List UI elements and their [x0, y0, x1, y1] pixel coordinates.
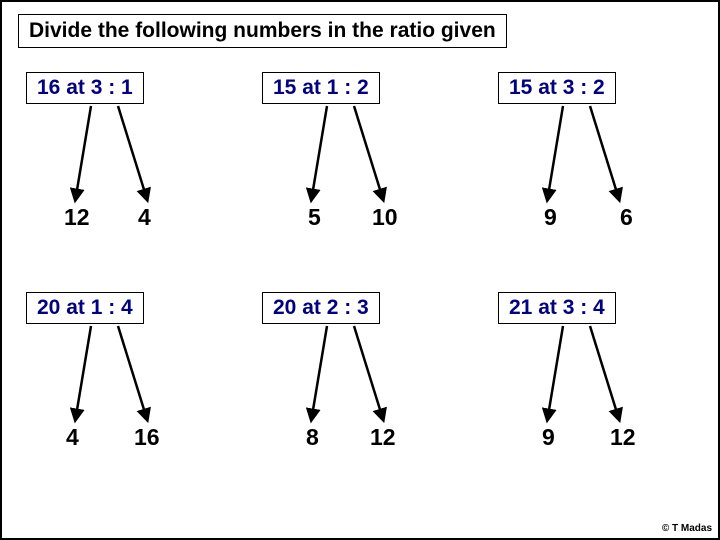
- answer-left: 8: [306, 424, 319, 451]
- split-arrows-icon: [262, 292, 422, 432]
- answer-left: 12: [64, 204, 90, 231]
- problem-5: 20 at 2 : 3 8 12: [262, 292, 458, 472]
- problem-grid: 16 at 3 : 1 12 4 15 at 1 : 2 5 10 15 at …: [18, 72, 702, 472]
- answer-right: 6: [620, 204, 633, 231]
- copyright-text: © T Madas: [662, 523, 712, 534]
- split-arrows-icon: [262, 72, 422, 212]
- problem-4: 20 at 1 : 4 4 16: [26, 292, 222, 472]
- page-title: Divide the following numbers in the rati…: [18, 14, 507, 48]
- answer-left: 5: [308, 204, 321, 231]
- answer-right: 12: [370, 424, 396, 451]
- problem-1: 16 at 3 : 1 12 4: [26, 72, 222, 252]
- split-arrows-icon: [498, 72, 658, 212]
- problem-6: 21 at 3 : 4 9 12: [498, 292, 694, 472]
- answer-right: 16: [134, 424, 160, 451]
- answer-right: 4: [138, 204, 151, 231]
- answer-left: 9: [544, 204, 557, 231]
- split-arrows-icon: [498, 292, 658, 432]
- problem-2: 15 at 1 : 2 5 10: [262, 72, 458, 252]
- split-arrows-icon: [26, 72, 186, 212]
- split-arrows-icon: [26, 292, 186, 432]
- answer-left: 4: [66, 424, 79, 451]
- problem-3: 15 at 3 : 2 9 6: [498, 72, 694, 252]
- answer-left: 9: [542, 424, 555, 451]
- answer-right: 10: [372, 204, 398, 231]
- answer-right: 12: [610, 424, 636, 451]
